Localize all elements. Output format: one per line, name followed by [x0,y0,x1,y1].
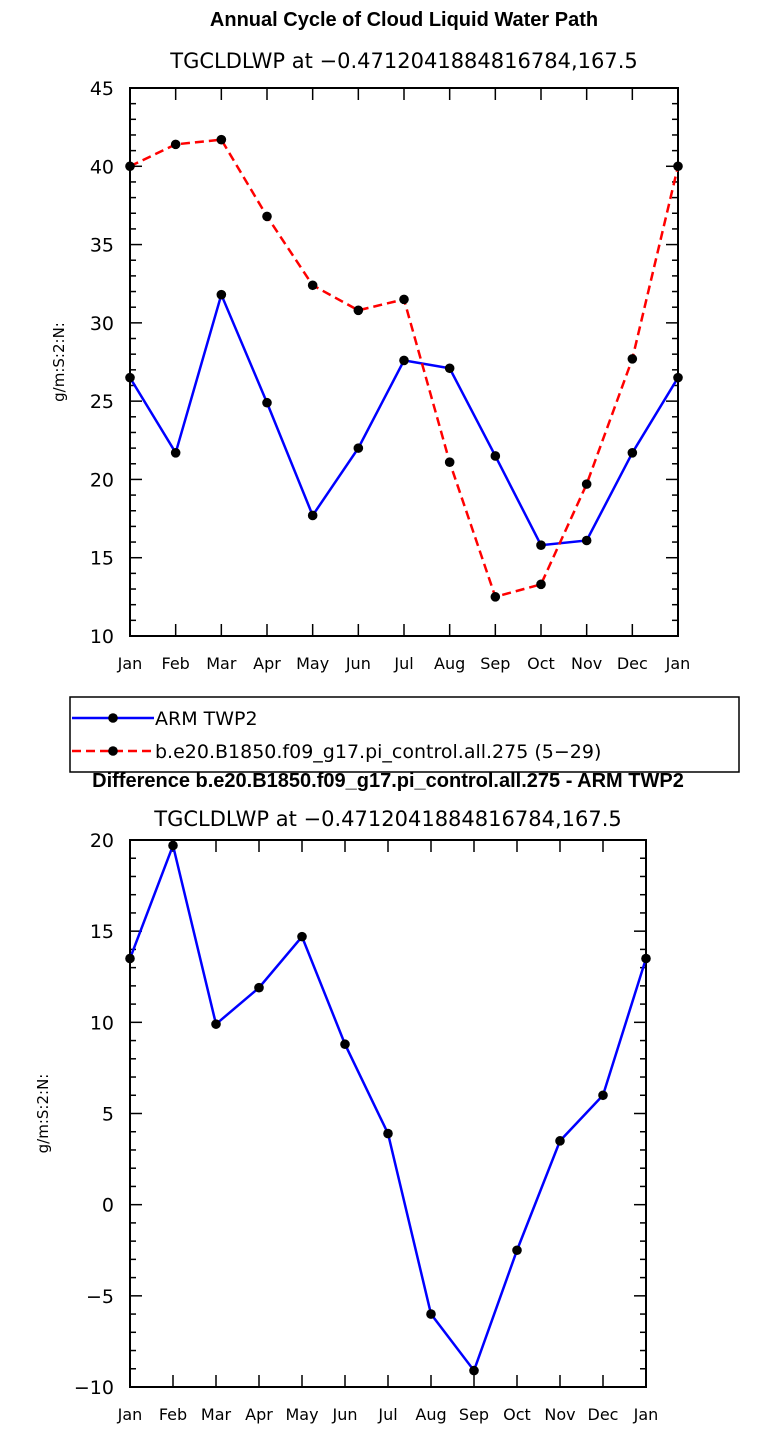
chart1-subtitle: TGCLDLWP at −0.4712041884816784,167.5 [153,807,622,831]
chart0-x-tick-label: Jan [117,654,143,673]
chart0-series-0-point [216,289,227,300]
chart0-series-0-point [353,443,364,453]
chart0-y-tick-label: 45 [90,78,114,100]
chart0-series-0-point [170,448,181,458]
chart1-y-tick-label: 15 [90,921,114,943]
chart0-y-tick-label: 40 [90,156,114,178]
chart0-y-axis-label: g/m:S:2:N: [50,322,68,402]
chart0-x-tick-label: Feb [162,654,190,673]
chart1-x-tick-label: Sep [459,1405,489,1424]
chart1-series-0-point [168,840,178,851]
chart0-x-tick-label: Mar [206,654,237,673]
legend-swatch-marker [108,713,118,723]
chart1-x-tick-label: Dec [588,1405,619,1424]
chart0-series-1-point [216,134,227,145]
chart0-y-tick-label: 10 [90,626,114,648]
chart0-series-1-point [673,161,683,172]
chart0-y-tick-label: 35 [90,235,114,257]
chart1-x-tick-label: Oct [503,1405,531,1424]
chart0-series-0-point [536,540,546,550]
chart1-series-0-point [254,982,264,993]
chart1-x-tick-label: Aug [415,1405,446,1424]
chart1-x-tick-label: Jul [377,1405,397,1424]
chart1-x-tick-label: Mar [201,1405,232,1424]
chart0-series-1-point [490,592,501,602]
chart0-series-1-line [129,138,680,599]
chart1-x-tick-label: Jun [332,1405,358,1424]
chart0-series-1-point [399,294,409,305]
chart0-y-tick-label: 25 [90,391,114,413]
chart0-x-tick-label: Jan [665,654,691,673]
chart1-y-tick-label: −5 [86,1286,114,1308]
chart0-series-0-point [673,372,683,383]
legend-box [69,696,740,773]
chart0-series-0-point [581,535,592,546]
chart0-series-0-point [125,372,135,383]
chart0-series-0-point [444,363,455,374]
legend-label: ARM TWP2 [155,708,258,730]
legend-swatch-marker [108,746,118,756]
chart1-x-tick-label: Nov [544,1405,575,1424]
chart1-series-0-point [297,931,307,942]
chart0-x-tick-label: May [296,654,329,673]
chart1-x-tick-label: Jan [633,1405,659,1424]
chart0-series-1-point [125,161,135,172]
chart0-x-tick-label: Dec [617,654,648,673]
chart1-series-0-point [555,1136,565,1146]
legend-label: b.e20.B1850.f09_g17.pi_control.all.275 (… [155,741,601,763]
chart0-title: Annual Cycle of Cloud Liquid Water Path [210,9,598,31]
chart1-series-0-point [211,1019,221,1029]
chart0-series-1-point [536,579,546,590]
chart1-plot-frame [129,839,647,1388]
chart0-subtitle: TGCLDLWP at −0.4712041884816784,167.5 [169,49,638,73]
chart0-y-tick-label: 15 [90,548,114,570]
chart0-series-0-point [307,510,318,521]
chart1-series-0-point [125,953,135,964]
chart0-series-1-point [170,139,181,150]
chart0-series-0-point [627,448,638,458]
chart1-title: Difference b.e20.B1850.f09_g17.pi_contro… [92,770,684,792]
chart1-series-0-point [641,953,651,964]
chart0-series-1-point [627,354,638,364]
chart0-series-0-point [490,451,501,461]
chart1-series-0-point [340,1039,350,1050]
chart1-y-tick-label: 5 [102,1104,114,1126]
chart0-x-tick-label: Jun [345,654,371,673]
chart0-x-tick-label: Nov [571,654,602,673]
chart1-y-tick-label: 10 [90,1012,114,1034]
chart1-series-0-point [598,1090,608,1101]
chart0-y-tick-label: 30 [90,313,114,335]
chart0-x-tick-label: Oct [527,654,555,673]
chart0-y-tick-label: 20 [90,469,114,491]
chart0-x-tick-label: Jul [393,654,413,673]
chart1-x-tick-label: Feb [159,1405,187,1424]
chart1-series-0-point [512,1245,522,1256]
chart0-x-tick-label: Sep [480,654,510,673]
chart0-series-0-point [399,355,409,366]
chart1-y-tick-label: 20 [90,830,114,852]
chart0-series-1-point [307,280,318,291]
chart1-x-tick-label: Apr [245,1405,273,1424]
chart1-series-0-point [383,1128,393,1139]
chart1-y-axis-label: g/m:S:2:N: [34,1074,52,1154]
chart1-x-tick-label: Jan [117,1405,143,1424]
chart0-series-0-line [128,290,680,547]
chart0-series-0-point [262,397,272,408]
chart1-series-0-point [426,1309,436,1319]
chart1-x-tick-label: May [285,1405,318,1424]
chart0-series-1-point [581,479,592,489]
chart1-series-0-line [128,841,648,1374]
chart0-x-tick-label: Apr [253,654,281,673]
chart1-y-tick-label: −10 [74,1377,114,1399]
chart0-x-tick-label: Aug [434,654,465,673]
chart1-series-0-point [469,1365,479,1376]
chart0-series-1-point [444,457,455,468]
chart0-series-1-point [262,211,272,222]
chart1-y-tick-label: 0 [102,1195,114,1217]
chart0-series-1-point [353,305,364,316]
